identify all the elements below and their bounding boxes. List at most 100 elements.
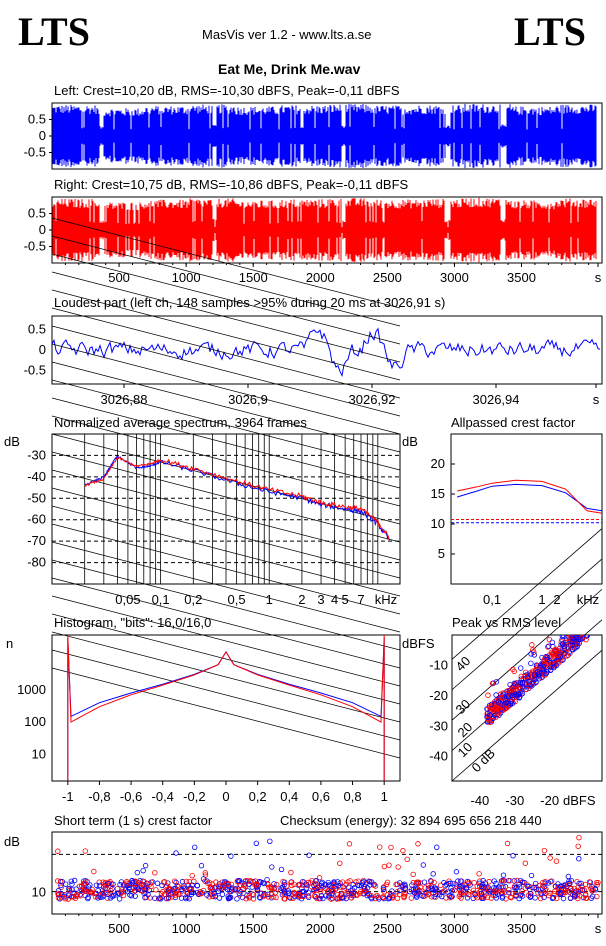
spectrum-xtick: 0,05 bbox=[115, 592, 140, 607]
short-term-crest-point bbox=[318, 882, 325, 889]
allpassed-crest-ytick: 10 bbox=[431, 516, 445, 531]
short-term-crest-point bbox=[390, 894, 396, 900]
short-term-crest-point bbox=[404, 856, 410, 863]
short-term-crest-xtick: 2500 bbox=[373, 921, 402, 936]
peak-vs-rms-point bbox=[573, 635, 579, 641]
short-term-crest-point bbox=[336, 895, 343, 902]
histogram-xtick: -0,2 bbox=[183, 789, 205, 804]
spectrum-slope-line bbox=[51, 325, 401, 417]
short-term-crest-point bbox=[325, 888, 331, 894]
peak-vs-rms-point bbox=[509, 686, 516, 693]
short-term-crest-point bbox=[235, 877, 241, 884]
spectrum-slope-line bbox=[51, 235, 401, 327]
app-title: MasVis ver 1.2 - www.lts.a.se bbox=[202, 27, 372, 42]
short-term-crest-point bbox=[571, 885, 578, 892]
short-term-crest-point bbox=[296, 882, 303, 888]
peak-vs-rms-point bbox=[546, 652, 553, 658]
short-term-crest-point bbox=[506, 889, 512, 896]
short-term-crest-point bbox=[578, 880, 584, 887]
short-term-crest-point bbox=[124, 889, 131, 895]
spectrum-ytick: -30 bbox=[27, 447, 46, 462]
peak-vs-rms-point bbox=[587, 621, 592, 626]
short-term-crest-point bbox=[541, 894, 547, 901]
short-term-crest-point bbox=[415, 841, 421, 847]
short-term-crest-point bbox=[555, 881, 561, 887]
short-term-crest-point bbox=[429, 885, 435, 892]
short-term-crest-point bbox=[491, 878, 497, 884]
short-term-crest-point bbox=[91, 868, 97, 875]
peak-vs-rms-crest-label: 30 bbox=[453, 696, 474, 717]
peak-vs-rms-point bbox=[496, 699, 502, 705]
short-term-crest-point bbox=[142, 862, 149, 869]
short-term-crest-point bbox=[394, 895, 401, 902]
short-term-crest-point bbox=[148, 883, 154, 890]
short-term-crest-point bbox=[498, 884, 505, 891]
peak-vs-rms-point bbox=[589, 616, 594, 621]
short-term-crest-point bbox=[237, 892, 243, 898]
short-term-crest-point bbox=[74, 891, 81, 898]
short-term-crest-point bbox=[228, 894, 234, 901]
right-waveform-xtick: s bbox=[595, 270, 602, 285]
short-term-crest-point bbox=[204, 892, 210, 898]
short-term-crest-point bbox=[368, 879, 375, 885]
short-term-crest-point bbox=[247, 878, 253, 885]
spectrum-slope-line bbox=[51, 595, 401, 687]
short-term-crest-point bbox=[343, 895, 349, 902]
short-term-crest-point bbox=[490, 892, 496, 898]
short-term-crest-xtick: 3500 bbox=[507, 921, 536, 936]
spectrum-slope-line bbox=[51, 487, 401, 579]
short-term-crest-point bbox=[179, 886, 185, 893]
short-term-crest-point bbox=[428, 878, 435, 885]
loudest-part-xtick: 3026,94 bbox=[473, 392, 520, 407]
right-waveform-title: Right: Crest=10,75 dB, RMS=-10,86 dBFS, … bbox=[54, 177, 409, 192]
histogram-ylabel: n bbox=[6, 636, 13, 651]
histogram-xtick: -0,6 bbox=[120, 789, 142, 804]
peak-rms-ylabel: dBFS bbox=[402, 636, 435, 651]
short-term-crest-point bbox=[425, 891, 432, 898]
short-term-crest-point bbox=[413, 889, 419, 895]
peak-vs-rms-ytick: -30 bbox=[429, 718, 448, 733]
short-term-crest-point bbox=[439, 889, 445, 895]
short-term-crest-point bbox=[256, 894, 263, 900]
left-waveform-ytick: 0 bbox=[39, 128, 46, 143]
short-term-crest-point bbox=[183, 889, 189, 895]
short-term-crest-point bbox=[89, 890, 95, 896]
short-term-crest-point bbox=[183, 878, 189, 885]
short-term-crest-point bbox=[400, 883, 406, 889]
histogram-xtick: 0,6 bbox=[312, 789, 330, 804]
peak-vs-rms-point bbox=[567, 650, 573, 657]
peak-vs-rms-point bbox=[518, 665, 524, 671]
peak-vs-rms-point bbox=[522, 673, 528, 680]
peak-vs-rms-point bbox=[535, 671, 541, 677]
peak-vs-rms-point bbox=[485, 710, 491, 717]
short-term-crest-point bbox=[140, 867, 146, 874]
short-term-crest-point bbox=[356, 882, 362, 889]
short-term-crest-point bbox=[265, 891, 271, 898]
peak-vs-rms-point bbox=[575, 628, 580, 633]
peak-vs-rms-point bbox=[579, 625, 584, 630]
histogram-xtick: -1 bbox=[62, 789, 74, 804]
short-term-crest-point bbox=[118, 889, 125, 895]
peak-vs-rms-ytick: -10 bbox=[429, 657, 448, 672]
short-term-crest-point bbox=[186, 878, 192, 885]
short-term-crest-point bbox=[380, 894, 386, 900]
short-term-crest-point bbox=[480, 877, 486, 884]
short-term-crest-point bbox=[348, 895, 354, 901]
short-term-crest-point bbox=[58, 891, 65, 897]
short-term-crest-point bbox=[120, 882, 127, 888]
peak-vs-rms-point bbox=[552, 650, 558, 657]
crest-ylabel: dB bbox=[402, 434, 418, 449]
short-term-crest-point bbox=[400, 847, 406, 854]
short-term-crest-point bbox=[96, 882, 103, 889]
allpassed-crest-ytick: 5 bbox=[438, 546, 445, 561]
short-term-crest-point bbox=[59, 878, 65, 885]
short-term-crest-point bbox=[58, 884, 64, 891]
spectrum-slope-line bbox=[51, 397, 401, 489]
left-waveform-signal bbox=[52, 103, 597, 169]
short-term-crest-point bbox=[126, 882, 132, 888]
histogram-ytick: 10 bbox=[32, 746, 46, 761]
short-term-crest-point bbox=[460, 891, 467, 897]
short-term-crest-point bbox=[152, 870, 158, 876]
allpassed-crest-title: Allpassed crest factor bbox=[451, 415, 576, 430]
